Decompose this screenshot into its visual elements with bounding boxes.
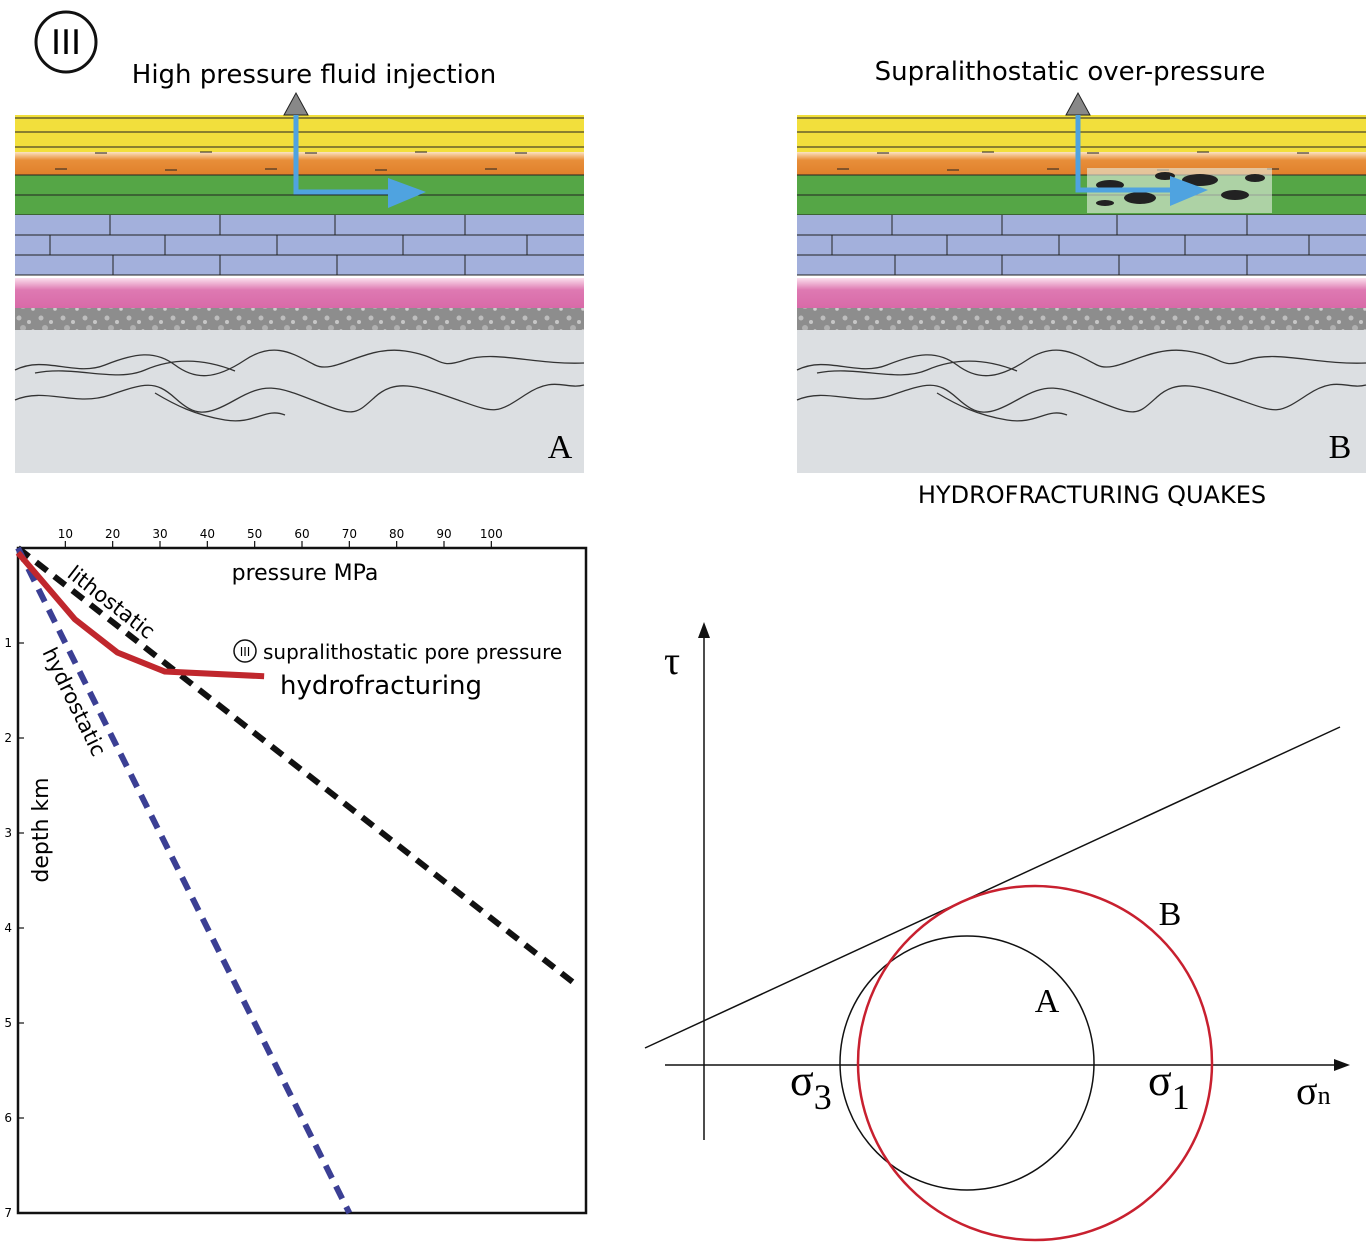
arrow-head-b bbox=[1170, 176, 1208, 206]
failure-envelope bbox=[644, 726, 1341, 1049]
series-line bbox=[15, 550, 265, 680]
x-tick-label: 20 bbox=[105, 527, 120, 541]
y-tick-label: 4 bbox=[4, 921, 12, 935]
sigma-n-label: σn bbox=[1296, 1068, 1331, 1113]
series-line bbox=[16, 545, 579, 988]
series-label: lithostatic bbox=[63, 561, 160, 644]
x-tick-label: 100 bbox=[480, 527, 503, 541]
x-tick-label: 90 bbox=[436, 527, 451, 541]
x-tick-label: 70 bbox=[342, 527, 357, 541]
x-axis-label: pressure MPa bbox=[232, 561, 379, 586]
y-tick-label: 3 bbox=[4, 826, 12, 840]
panel-b-caption: HYDROFRACTURING QUAKES bbox=[918, 481, 1266, 509]
x-tick-label: 80 bbox=[389, 527, 404, 541]
annotation-marker-ring bbox=[233, 639, 257, 663]
figure-label: III bbox=[51, 23, 81, 63]
circle-b-label: B bbox=[1159, 896, 1182, 933]
mohr-circle-a bbox=[839, 935, 1095, 1191]
axis-arrow bbox=[1334, 1059, 1350, 1071]
mohr-diagram: τ σn σ3 σ1 A B bbox=[644, 622, 1350, 1242]
annotation: supralithostatic pore pressure bbox=[263, 640, 562, 664]
panel-a-label: A bbox=[548, 429, 573, 466]
y-tick-label: 5 bbox=[4, 1016, 12, 1030]
strata-a bbox=[14, 114, 585, 474]
x-tick-label: 40 bbox=[200, 527, 215, 541]
circle-a-label: A bbox=[1035, 983, 1060, 1020]
panel-b-label: B bbox=[1329, 429, 1352, 466]
mohr-circle-b bbox=[856, 884, 1214, 1242]
injection-arrow-b bbox=[1075, 115, 1177, 193]
subscript: 1 bbox=[1172, 1077, 1190, 1117]
sigma1-label: σ1 bbox=[1148, 1056, 1190, 1117]
figure-marker-ring bbox=[34, 10, 98, 74]
panel-a-title: High pressure fluid injection bbox=[132, 60, 496, 90]
strata-b bbox=[796, 114, 1367, 474]
series-label: hydrofracturing bbox=[280, 671, 482, 701]
y-tick-label: 1 bbox=[4, 636, 12, 650]
y-tick-label: 6 bbox=[4, 1111, 12, 1125]
subscript: n bbox=[1318, 1081, 1331, 1110]
pressure-depth-plot: pressure MPa depth km lithostatic hydros… bbox=[4, 527, 588, 1220]
well-b bbox=[1065, 91, 1091, 116]
x-tick-label: 50 bbox=[247, 527, 262, 541]
x-tick-label: 10 bbox=[58, 527, 73, 541]
y-tick-label: 2 bbox=[4, 731, 12, 745]
subscript: 3 bbox=[814, 1077, 832, 1117]
symbol: σ bbox=[1296, 1068, 1318, 1113]
panel-b-title: Supralithostatic over-pressure bbox=[875, 57, 1266, 87]
y-axis-label: depth km bbox=[29, 777, 54, 882]
x-tick-label: 60 bbox=[294, 527, 309, 541]
well-a bbox=[283, 91, 309, 116]
symbol: σ bbox=[790, 1056, 814, 1105]
sigma3-label: σ3 bbox=[790, 1056, 832, 1117]
tau-label: τ bbox=[664, 638, 680, 683]
series-line bbox=[15, 546, 353, 1215]
arrow-head-a bbox=[388, 178, 426, 208]
x-tick-label: 30 bbox=[152, 527, 167, 541]
fractures bbox=[1096, 172, 1265, 206]
symbol: σ bbox=[1148, 1056, 1172, 1105]
axis-arrow bbox=[698, 622, 710, 638]
injection-arrow-a bbox=[293, 115, 395, 195]
annotation-marker: III bbox=[240, 645, 251, 659]
y-tick-label: 7 bbox=[4, 1206, 12, 1220]
